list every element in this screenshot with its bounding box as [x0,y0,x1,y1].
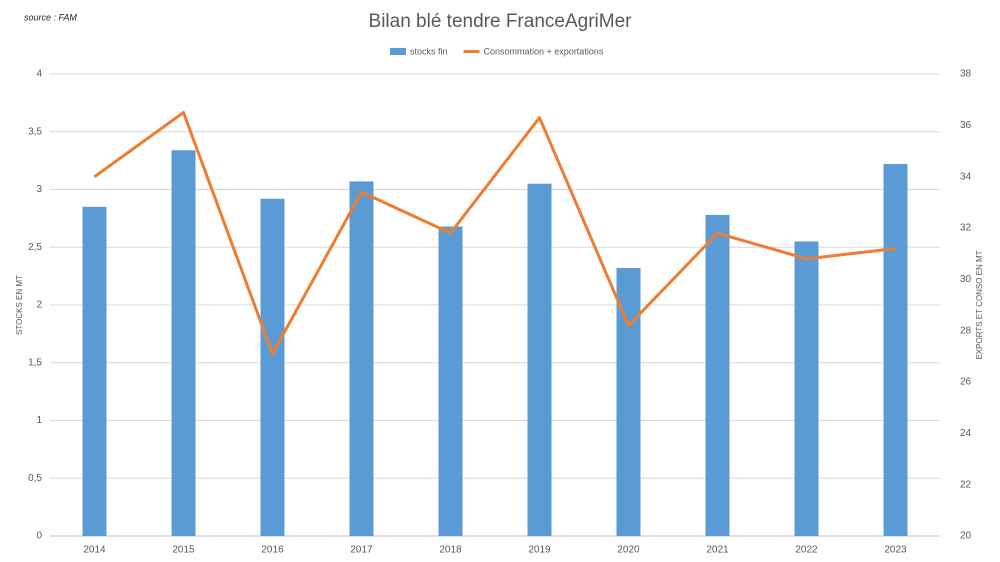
y-tick-label: 3,5 [28,126,42,137]
y-tick-label: 2 [36,300,42,311]
x-tick-label: 2023 [884,545,907,556]
x-tick-label: 2020 [617,545,640,556]
bar [82,206,107,536]
bar [438,226,463,536]
bar [349,181,374,537]
y2-tick-label: 26 [960,377,972,388]
bar [527,183,552,536]
x-tick-label: 2022 [795,545,818,556]
y-axis-label: STOCKS EN MT [15,275,24,335]
source-note: source : FAM [24,12,77,22]
y2-tick-label: 28 [960,325,972,336]
y2-tick-label: 30 [960,274,972,285]
bar [794,241,819,536]
y2-tick-label: 38 [960,69,972,80]
bar [616,268,641,536]
x-tick-label: 2018 [439,545,462,556]
y2-axis-label: EXPORTS ET CONSO EN MT [975,250,984,359]
bar [171,150,196,537]
y-tick-label: 0,5 [28,473,42,484]
legend-label: Consommation + exportations [484,46,604,56]
y2-tick-label: 22 [960,479,972,490]
x-tick-label: 2021 [706,545,729,556]
bar [705,214,730,536]
x-tick-label: 2016 [261,545,284,556]
y-tick-label: 1,5 [28,357,42,368]
y-tick-label: 3 [36,184,42,195]
line [93,111,896,356]
y-tick-label: 2,5 [28,242,42,253]
chart-title: Bilan blé tendre FranceAgriMer [369,11,633,32]
x-tick-label: 2014 [83,545,106,556]
bar [260,198,285,537]
y-tick-label: 4 [36,69,42,80]
x-tick-label: 2015 [172,545,195,556]
legend-label: stocks fin [410,46,448,56]
y2-tick-label: 36 [960,120,972,131]
x-tick-label: 2017 [350,545,373,556]
y2-tick-label: 20 [960,531,972,542]
y-tick-label: 0 [36,531,42,542]
legend-swatch [390,48,406,55]
y2-tick-label: 34 [960,171,972,182]
bar [883,164,908,536]
y2-tick-label: 24 [960,428,972,439]
y-tick-label: 1 [36,415,42,426]
y2-tick-label: 32 [960,223,972,234]
x-tick-label: 2019 [528,545,551,556]
